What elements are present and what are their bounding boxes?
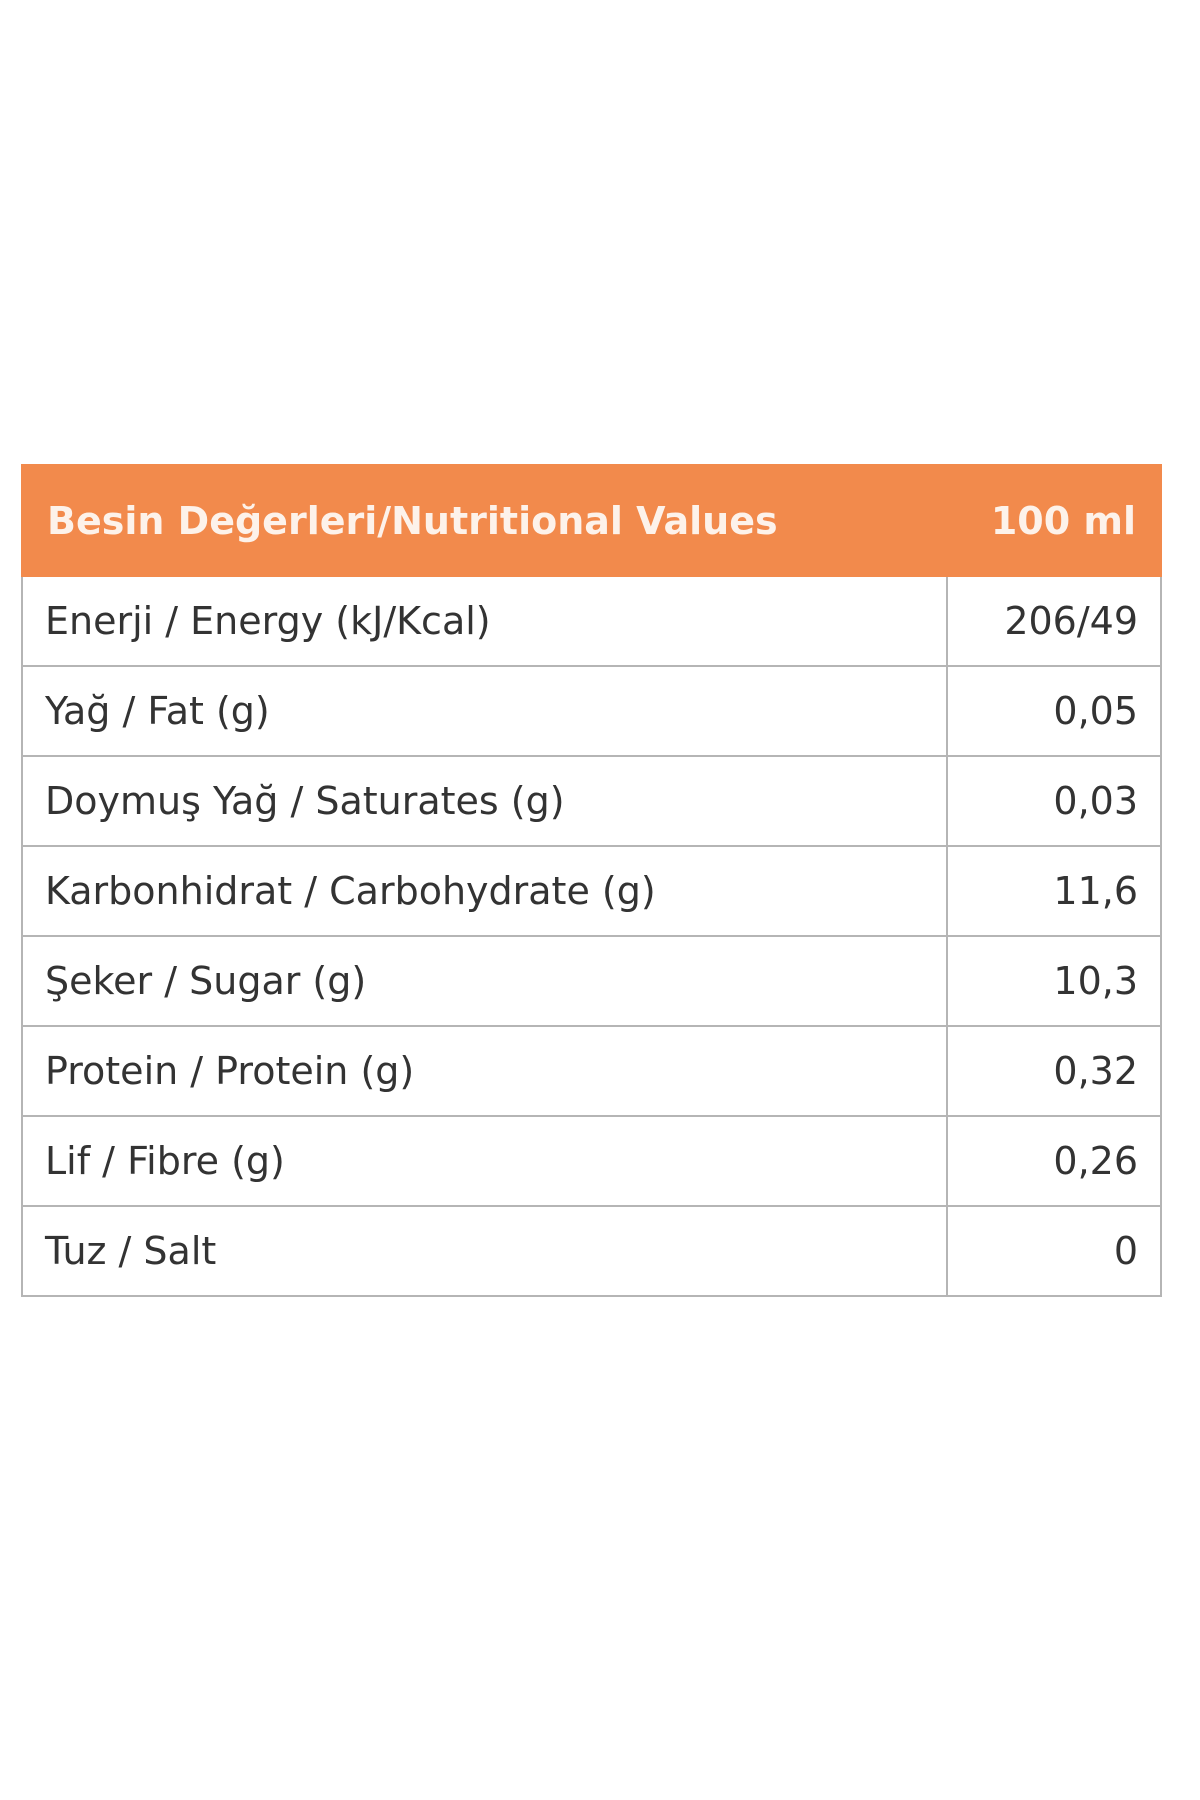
nutrient-value: 0,03: [946, 755, 1162, 847]
nutrient-label: Protein / Protein (g): [21, 1025, 948, 1117]
nutrient-label: Lif / Fibre (g): [21, 1115, 948, 1207]
header-row: Besin Değerleri/Nutritional Values 100 m…: [21, 464, 1162, 577]
row: Protein / Protein (g) 0,32: [21, 1025, 1162, 1117]
nutrient-value: 206/49: [946, 575, 1162, 667]
nutrient-label: Karbonhidrat / Carbohydrate (g): [21, 845, 948, 937]
nutrient-label: Doymuş Yağ / Saturates (g): [21, 755, 948, 847]
header-unit: 100 ml: [946, 464, 1162, 577]
nutrient-value: 0,26: [946, 1115, 1162, 1207]
nutrient-value: 10,3: [946, 935, 1162, 1027]
header-label: Besin Değerleri/Nutritional Values: [21, 464, 948, 577]
nutrient-value: 0,05: [946, 665, 1162, 757]
nutrient-label: Yağ / Fat (g): [21, 665, 948, 757]
nutrition-table: Besin Değerleri/Nutritional Values 100 m…: [21, 464, 1162, 1297]
row: Enerji / Energy (kJ/Kcal) 206/49: [21, 575, 1162, 667]
row: Tuz / Salt 0: [21, 1205, 1162, 1297]
row: Şeker / Sugar (g) 10,3: [21, 935, 1162, 1027]
nutrient-value: 0,32: [946, 1025, 1162, 1117]
row: Lif / Fibre (g) 0,26: [21, 1115, 1162, 1207]
row: Yağ / Fat (g) 0,05: [21, 665, 1162, 757]
nutrient-label: Şeker / Sugar (g): [21, 935, 948, 1027]
row: Karbonhidrat / Carbohydrate (g) 11,6: [21, 845, 1162, 937]
row: Doymuş Yağ / Saturates (g) 0,03: [21, 755, 1162, 847]
nutrient-value: 0: [946, 1205, 1162, 1297]
nutrient-label: Tuz / Salt: [21, 1205, 948, 1297]
nutrient-value: 11,6: [946, 845, 1162, 937]
nutrient-label: Enerji / Energy (kJ/Kcal): [21, 575, 948, 667]
table-body: Enerji / Energy (kJ/Kcal) 206/49 Yağ / Fat…: [21, 575, 1162, 1297]
